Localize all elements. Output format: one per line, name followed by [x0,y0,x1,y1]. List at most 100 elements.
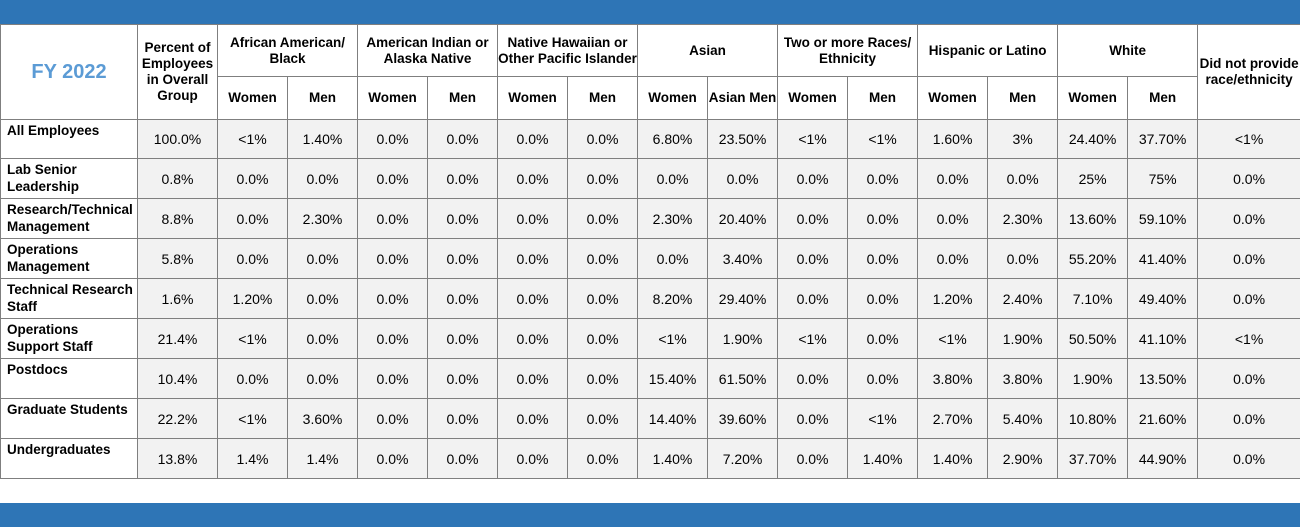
table-cell: 0.0% [357,358,429,399]
sub-header: Women [497,76,569,120]
table-cell: 0.0% [1197,158,1300,199]
row-label: Graduate Students [0,398,138,439]
table-cell: <1% [1197,119,1300,159]
row-label: Lab Senior Leadership [0,158,138,199]
table-cell: 2.30% [637,198,709,239]
table-cell: 23.50% [707,119,779,159]
table-row: Undergraduates 13.8% 1.4% 1.4% 0.0% 0.0% 0.0% 0… [0,438,1300,479]
table-cell: 0.0% [357,278,429,319]
table-cell: 1.60% [917,119,989,159]
table-cell: 1.6% [137,278,218,319]
table-cell: 0.0% [217,198,288,239]
table-cell: 0.0% [707,158,779,199]
sub-header: Women [637,76,709,120]
table-cell: 0.0% [567,238,639,279]
table-cell: 0.0% [917,238,989,279]
table-cell: 10.4% [137,358,218,399]
table-cell: 0.0% [217,238,288,279]
table-row: All Employees 100.0% <1% 1.40% 0.0% 0.0% 0.0% 0… [0,119,1300,159]
table-cell: 20.40% [707,198,779,239]
table-cell: 1.20% [217,278,288,319]
row-label: Undergraduates [0,438,138,479]
table-cell: 3% [987,119,1059,159]
table-cell: 37.70% [1127,119,1199,159]
table-cell: 0.0% [497,398,569,439]
table-cell: 0.0% [497,158,569,199]
table-cell: 39.60% [707,398,779,439]
table-cell: 0.0% [567,278,639,319]
table-cell: 5.40% [987,398,1059,439]
group-header: Native Hawaiian or Other Pacific Islande… [497,24,639,77]
table-cell: 55.20% [1057,238,1129,279]
sub-header: Men [1127,76,1199,120]
group-header: African American/ Black [216,24,359,77]
table-cell: 0.0% [427,358,499,399]
percent-header: Percent of Employees in Overall Group [137,24,218,120]
table-cell: <1% [777,119,849,159]
table-cell: 2.90% [987,438,1059,479]
table-cell: 25% [1057,158,1129,199]
table-cell: <1% [847,119,919,159]
group-header: American Indian or Alaska Native [357,24,499,77]
demographics-table: FY 2022 Percent of Employees in Overall … [0,24,1300,479]
table-cell: 1.40% [847,438,919,479]
table-cell: 1.4% [286,438,359,479]
table-cell: 10.80% [1057,398,1129,439]
table-cell: 0.0% [497,318,569,359]
table-cell: 0.0% [567,158,639,199]
table-cell: 2.30% [286,198,359,239]
table-cell: 0.0% [427,398,499,439]
table-cell: 0.8% [137,158,218,199]
table-cell: 0.0% [777,278,849,319]
table-cell: 0.0% [357,119,429,159]
table-cell: 1.40% [637,438,709,479]
table-cell: 3.80% [987,358,1059,399]
table-cell: 0.0% [357,318,429,359]
table-cell: 1.90% [707,318,779,359]
table-cell: 44.90% [1127,438,1199,479]
table-cell: 7.10% [1057,278,1129,319]
sub-header: Men [286,76,359,120]
table-row: Graduate Students 22.2% <1% 3.60% 0.0% 0.0% 0.… [0,398,1300,439]
table-cell: 0.0% [777,198,849,239]
table-row: Lab Senior Leadership 0.8% 0.0% 0.0% 0.0% 0.0… [0,158,1300,199]
group-header: White [1057,24,1199,77]
table-cell: 24.40% [1057,119,1129,159]
table-cell: 2.30% [987,198,1059,239]
table-cell: 0.0% [847,198,919,239]
table-cell: 0.0% [917,198,989,239]
top-color-band [0,0,1300,24]
sub-header: Women [777,76,849,120]
table-cell: 0.0% [427,119,499,159]
table-cell: 0.0% [286,318,359,359]
table-cell: <1% [217,398,288,439]
table-cell: 0.0% [497,358,569,399]
row-label: Technical Research Staff [0,278,138,319]
table-cell: 0.0% [357,398,429,439]
table-cell: 0.0% [357,198,429,239]
table-cell: 0.0% [286,358,359,399]
table-cell: <1% [777,318,849,359]
table-cell: 2.40% [987,278,1059,319]
table-cell: 3.80% [917,358,989,399]
group-header: Asian [637,24,779,77]
table-cell: 3.40% [707,238,779,279]
table-cell: 0.0% [847,278,919,319]
table-cell: 41.40% [1127,238,1199,279]
table-cell: 13.8% [137,438,218,479]
table-cell: 0.0% [217,158,288,199]
table-cell: <1% [1197,318,1300,359]
table-cell: 0.0% [357,238,429,279]
table-cell: 7.20% [707,438,779,479]
fiscal-year-title: FY 2022 [0,24,138,120]
table-cell: 49.40% [1127,278,1199,319]
table-cell: 1.90% [987,318,1059,359]
table-cell: 1.90% [1057,358,1129,399]
table-cell: 0.0% [1197,238,1300,279]
table-cell: 100.0% [137,119,218,159]
sub-header: Women [917,76,989,120]
sub-header: Men [567,76,639,120]
table-row: Technical Research Staff 1.6% 1.20% 0.0% 0.0… [0,278,1300,319]
table-cell: 0.0% [847,358,919,399]
table-cell: 1.20% [917,278,989,319]
